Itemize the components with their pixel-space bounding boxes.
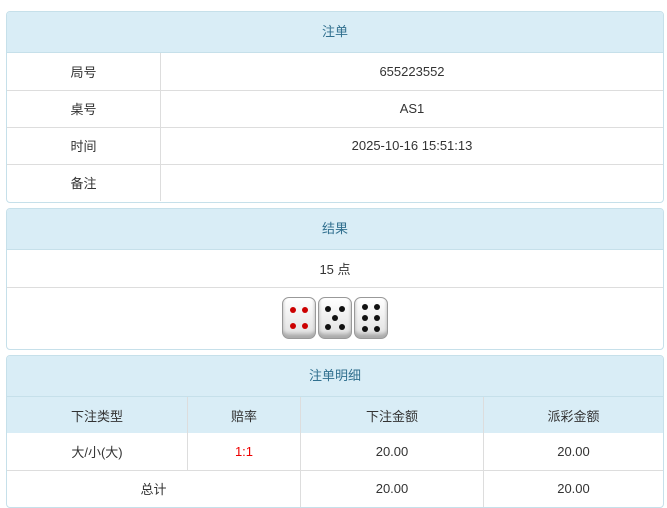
pip xyxy=(289,323,296,330)
table-row xyxy=(7,286,663,349)
pip xyxy=(302,323,309,330)
table-row: 局号 655223552 xyxy=(7,53,663,90)
dice-cell xyxy=(7,286,663,349)
table-row: 大/小(大) 1:1 20.00 20.00 xyxy=(7,433,663,470)
pip xyxy=(374,326,381,333)
pip xyxy=(361,304,368,311)
detail-table: 下注类型 赔率 下注金额 派彩金额 大/小(大) 1:1 20.00 20.00… xyxy=(7,397,663,507)
time-label: 时间 xyxy=(7,126,161,164)
header-odds: 赔率 xyxy=(187,397,301,433)
result-points: 15 点 xyxy=(319,261,351,277)
round-value: 655223552 xyxy=(160,53,663,90)
total-label: 总计 xyxy=(7,469,301,507)
pip xyxy=(361,326,368,333)
header-type: 下注类型 xyxy=(7,397,188,433)
pip xyxy=(374,304,381,311)
header-payout: 派彩金额 xyxy=(483,397,663,433)
pip xyxy=(339,306,346,313)
total-payout: 20.00 xyxy=(483,469,663,507)
die-icon-6 xyxy=(354,297,388,340)
pip xyxy=(324,306,331,313)
table-header-row: 下注类型 赔率 下注金额 派彩金额 xyxy=(7,397,663,433)
time-value: 2025-10-16 15:51:13 xyxy=(160,126,663,164)
bet-panel: 注单 局号 655223552 桌号 AS1 时间 2025-10-16 15:51:… xyxy=(6,11,664,203)
detail-panel: 注单明细 下注类型 赔率 下注金额 派彩金额 大/小(大) 1:1 20.00 … xyxy=(6,355,664,508)
bet-title: 注单 xyxy=(7,12,663,53)
bet-table: 局号 655223552 桌号 AS1 时间 2025-10-16 15:51:13 … xyxy=(7,53,663,201)
remark-value xyxy=(160,163,663,201)
pip xyxy=(361,315,368,322)
table-value: AS1 xyxy=(160,89,663,127)
pip xyxy=(324,324,331,331)
table-row: 备注 xyxy=(7,163,663,201)
remark-label: 备注 xyxy=(7,163,161,201)
bet-type: 大/小(大) xyxy=(71,444,123,460)
pip xyxy=(374,315,381,322)
result-panel: 结果 15 点 xyxy=(6,208,664,350)
round-label: 局号 xyxy=(70,64,97,80)
payout: 20.00 xyxy=(483,433,663,470)
die-icon-5 xyxy=(318,297,352,340)
pip xyxy=(339,324,346,331)
dice-group xyxy=(7,297,663,340)
detail-title: 注单明细 xyxy=(7,356,663,397)
table-row: 桌号 AS1 xyxy=(7,89,663,127)
pip xyxy=(302,307,309,314)
table-label: 桌号 xyxy=(7,89,161,127)
header-amount: 下注金额 xyxy=(300,397,484,433)
table-row: 时间 2025-10-16 15:51:13 xyxy=(7,126,663,164)
table-row: 15 点 xyxy=(7,250,663,287)
result-title: 结果 xyxy=(7,209,663,250)
pip xyxy=(332,315,338,322)
result-table: 15 点 xyxy=(7,250,663,349)
bet-amount: 20.00 xyxy=(300,433,484,470)
total-amount: 20.00 xyxy=(300,469,484,507)
total-row: 总计 20.00 20.00 xyxy=(7,469,663,507)
die-icon-4 xyxy=(282,297,316,340)
odds: 1:1 xyxy=(187,433,301,470)
pip xyxy=(289,307,296,314)
